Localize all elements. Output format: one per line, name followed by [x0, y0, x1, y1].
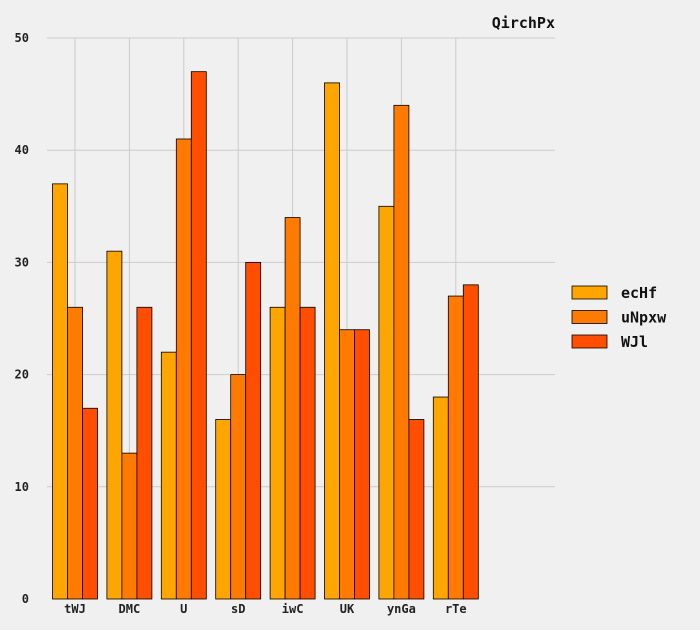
bar-WJl-U	[190, 71, 207, 600]
bar-WJl-UK	[354, 329, 370, 600]
bar-ecHf-U	[160, 351, 177, 600]
bar-ecHf-iwC	[269, 306, 286, 600]
y-tick-label: 10	[15, 480, 29, 494]
y-axis-ticks: 0 10 20 30 40 50	[15, 31, 29, 606]
bar-ecHf-sD	[215, 419, 232, 600]
bars	[52, 71, 479, 600]
bar-uNpxw-sD	[230, 374, 247, 600]
legend-label-uNpxw: uNpxw	[621, 309, 667, 327]
chart-title: QirchPx	[492, 14, 555, 32]
bar-WJl-ynGa	[408, 419, 425, 600]
x-tick-label: ynGa	[387, 602, 416, 616]
x-tick-label: rTe	[445, 602, 467, 616]
bar-uNpxw-tWJ	[67, 306, 83, 600]
x-tick-label: U	[180, 602, 187, 616]
bar-WJl-rTe	[462, 284, 479, 600]
bar-WJl-sD	[245, 261, 262, 600]
y-tick-label: 0	[22, 592, 29, 606]
legend: ecHf uNpxw WJl	[571, 284, 667, 351]
bar-ecHf-ynGa	[378, 205, 395, 600]
bar-ecHf-tWJ	[52, 183, 68, 600]
x-tick-label: UK	[340, 602, 355, 616]
bar-WJl-DMC	[136, 306, 153, 600]
bar-ecHf-DMC	[106, 250, 123, 600]
legend-label-ecHf: ecHf	[621, 284, 657, 302]
legend-swatch-uNpxw	[571, 310, 608, 324]
y-tick-label: 20	[15, 368, 29, 382]
y-tick-label: 30	[15, 255, 29, 269]
y-tick-label: 50	[15, 31, 29, 45]
bar-ecHf-rTe	[432, 396, 449, 600]
bar-uNpxw-iwC	[284, 217, 301, 600]
bar-WJl-iwC	[299, 306, 316, 600]
bar-uNpxw-rTe	[447, 295, 464, 600]
x-tick-label: sD	[231, 602, 245, 616]
legend-swatch-ecHf	[571, 285, 608, 300]
bar-uNpxw-U	[175, 138, 192, 600]
y-tick-label: 40	[15, 143, 29, 157]
bar-uNpxw-UK	[339, 329, 355, 600]
x-tick-label: tWJ	[64, 602, 86, 616]
bar-uNpxw-DMC	[121, 452, 138, 600]
bar-ecHf-UK	[324, 82, 340, 600]
legend-label-WJl: WJl	[621, 333, 648, 351]
x-tick-label: iwC	[282, 602, 304, 616]
x-tick-label: DMC	[119, 602, 141, 616]
legend-swatch-WJl	[571, 334, 608, 349]
bar-WJl-tWJ	[82, 407, 98, 600]
bar-uNpxw-ynGa	[393, 104, 410, 600]
